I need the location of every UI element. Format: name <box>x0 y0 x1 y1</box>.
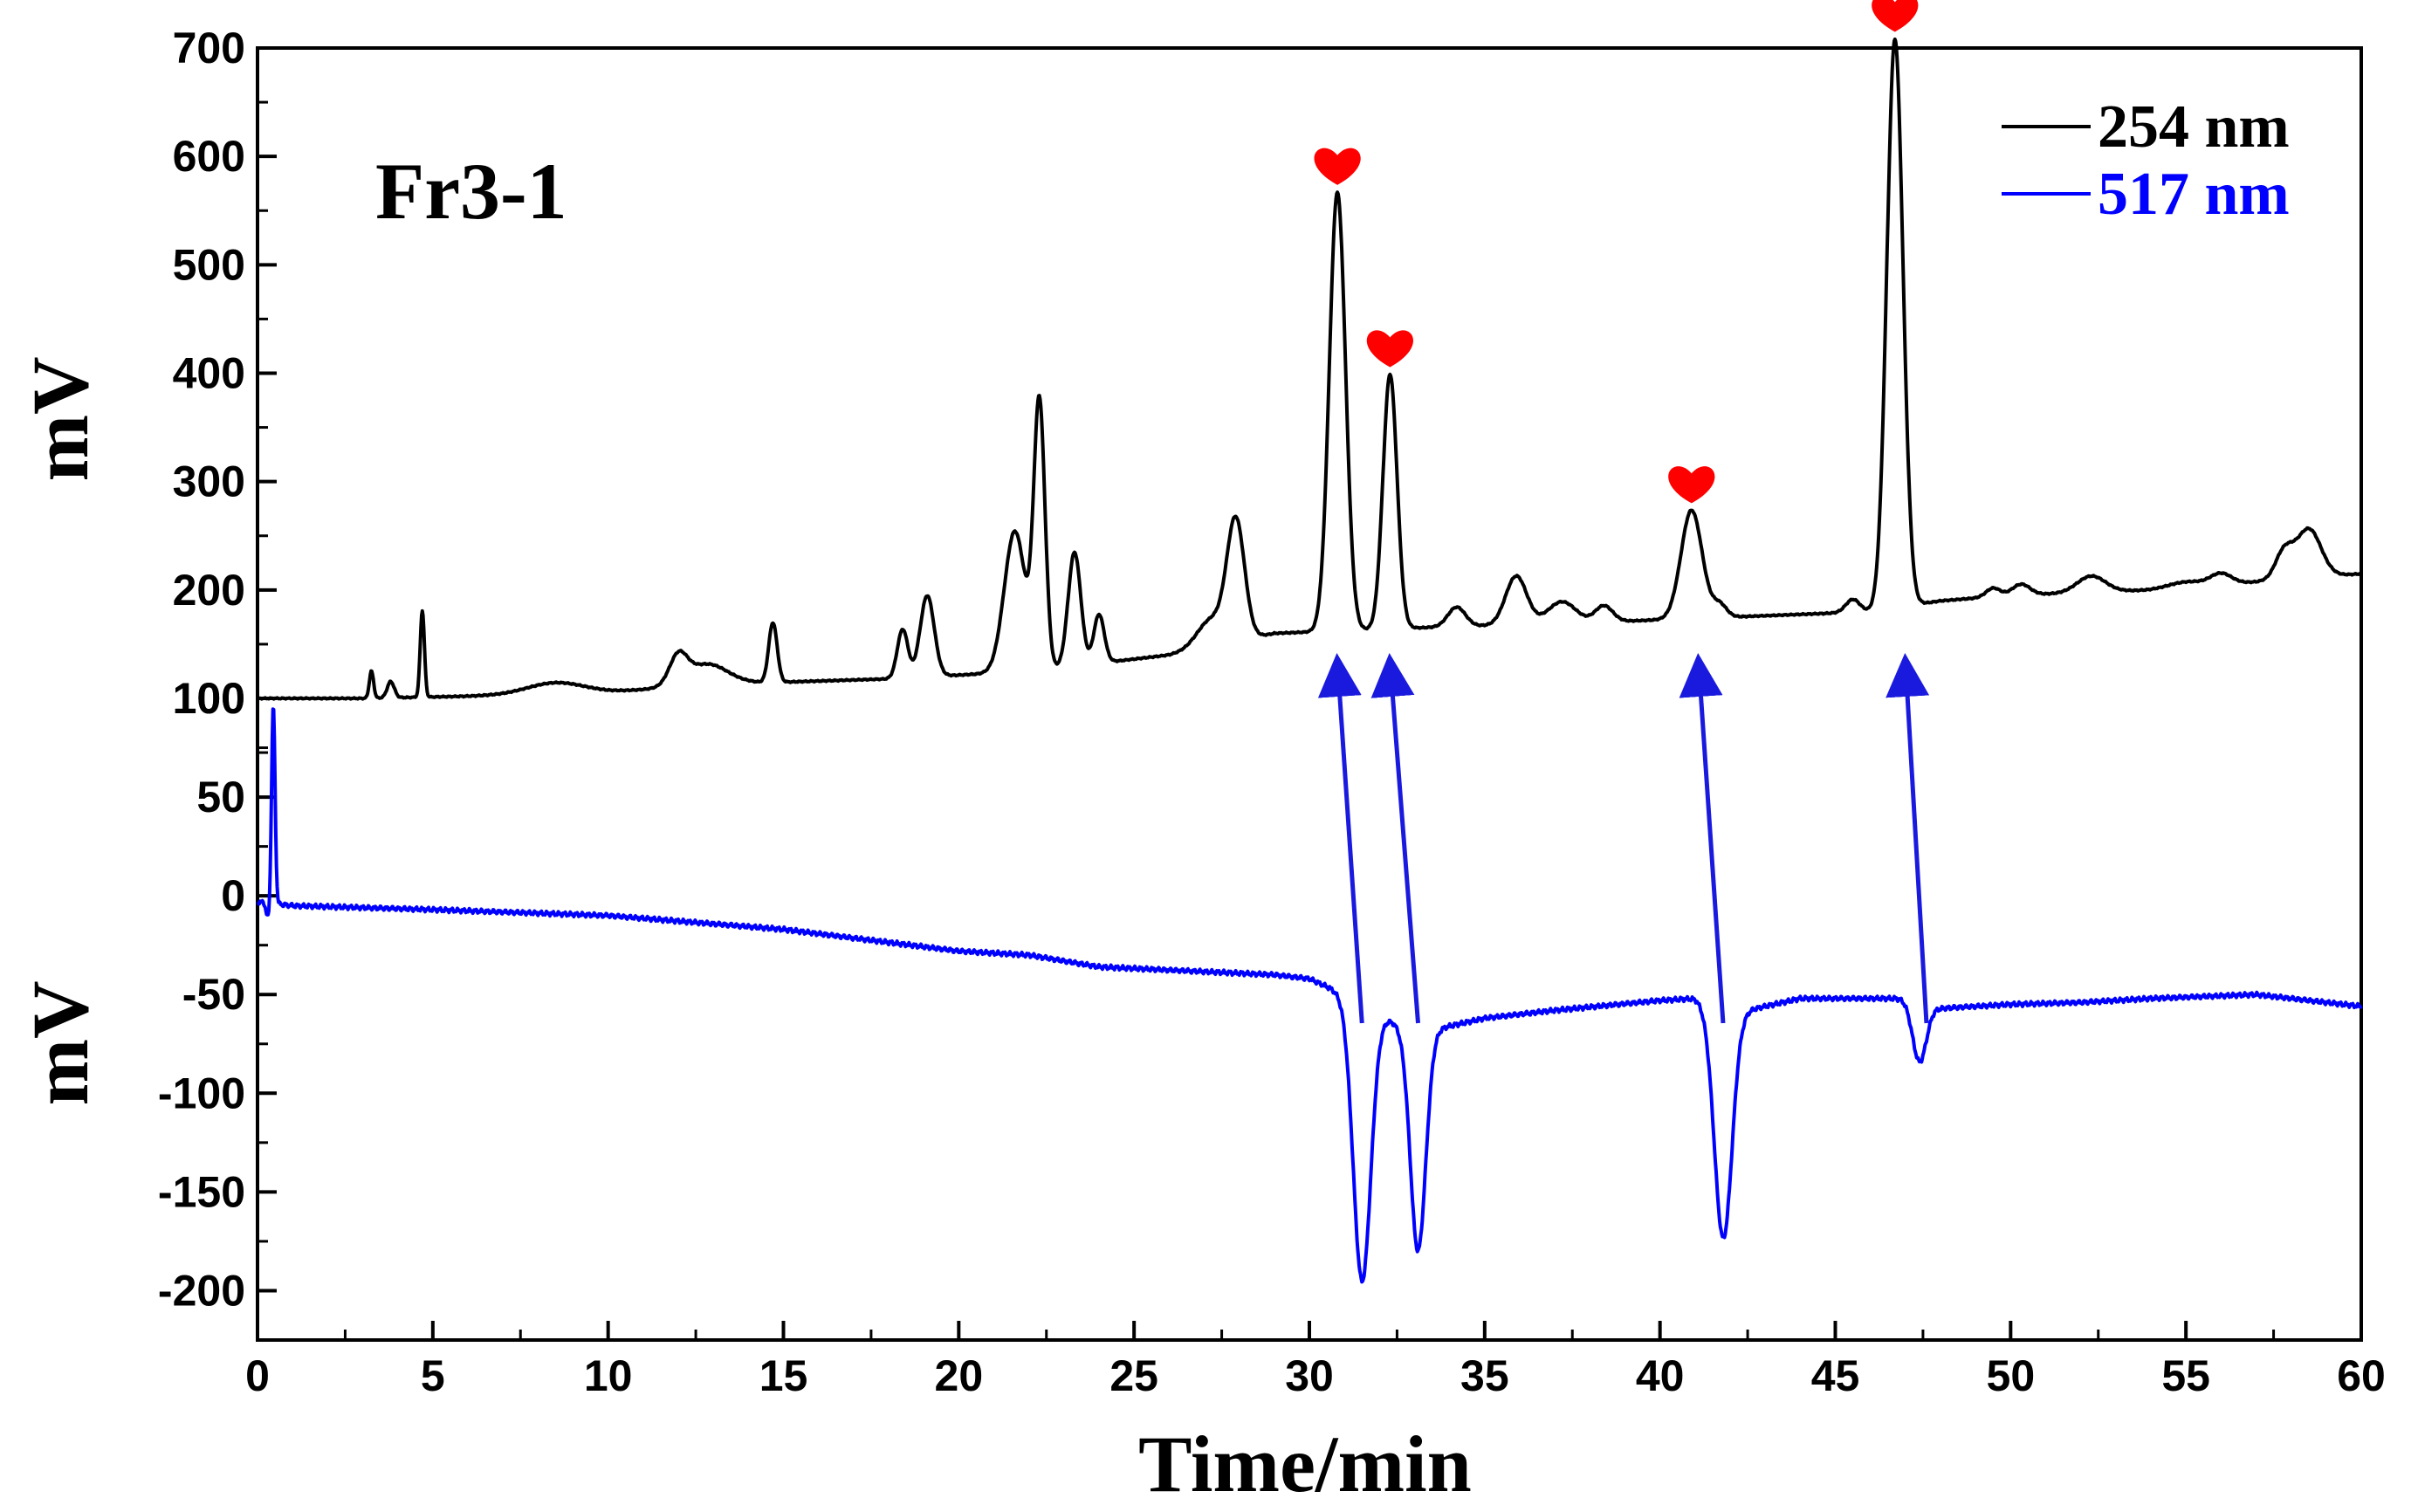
x-tick-label: 0 <box>245 1351 270 1400</box>
chart-title: Fr3-1 <box>375 147 567 236</box>
series-layer <box>256 38 2363 1284</box>
x-tick-label: 10 <box>584 1351 633 1400</box>
y-tick-label-upper: 100 <box>173 674 245 723</box>
legend: 254 nm 517 nm <box>2002 93 2290 228</box>
y-tick-label-upper: 700 <box>173 24 245 72</box>
x-tick-label: 50 <box>1987 1351 2036 1400</box>
y-tick-label-upper: 300 <box>173 457 245 506</box>
y-tick-label-lower: -50 <box>182 970 245 1019</box>
legend-label-254: 254 nm <box>2098 93 2290 161</box>
tick-marks: 0 5 10 15 20 25 30 35 40 45 50 55 601001002003004005… <box>158 24 2386 1400</box>
x-tick-label: 40 <box>1636 1351 1685 1400</box>
x-axis-label: Time/min <box>1138 1419 1472 1509</box>
arrow-annotation <box>1317 653 1364 1024</box>
y-tick-label-upper: 500 <box>173 240 245 289</box>
y-tick-label-lower: -100 <box>158 1069 245 1117</box>
y-tick-label-lower: 0 <box>221 871 245 920</box>
arrow-annotation <box>1886 653 1930 1024</box>
y-tick-label-upper: 400 <box>173 349 245 398</box>
heart-marker <box>1366 330 1413 368</box>
series-line-254nm <box>256 38 2363 701</box>
y-tick-label-lower: -200 <box>158 1266 245 1315</box>
x-tick-label: 15 <box>759 1351 808 1400</box>
x-tick-label: 55 <box>2161 1351 2210 1400</box>
series-line-517nm <box>256 707 2363 1284</box>
x-tick-label: 25 <box>1109 1351 1158 1400</box>
legend-label-517: 517 nm <box>2098 161 2290 228</box>
x-tick-label: 30 <box>1285 1351 1334 1400</box>
arrow-annotation <box>1370 653 1421 1024</box>
y-tick-label-upper: 100 <box>173 674 245 723</box>
annotations <box>1314 0 1930 1024</box>
y-tick-label-upper: 600 <box>173 132 245 181</box>
y-tick-label-lower: 50 <box>196 773 245 821</box>
y-tick-label-upper: 200 <box>173 566 245 615</box>
x-tick-label: 60 <box>2337 1351 2386 1400</box>
heart-marker <box>1872 0 1919 32</box>
y-axis-label-lower: mV <box>16 980 105 1105</box>
x-tick-label: 20 <box>935 1351 984 1400</box>
heart-marker <box>1314 148 1361 185</box>
x-tick-label: 45 <box>1811 1351 1860 1400</box>
heart-marker <box>1668 466 1715 504</box>
x-tick-label: 35 <box>1460 1351 1509 1400</box>
x-tick-label: 5 <box>421 1351 445 1400</box>
y-axis-label-upper: mV <box>16 356 105 481</box>
plot-frame <box>256 46 2363 1342</box>
arrow-annotation <box>1679 653 1726 1024</box>
y-tick-label-lower: -150 <box>158 1167 245 1216</box>
